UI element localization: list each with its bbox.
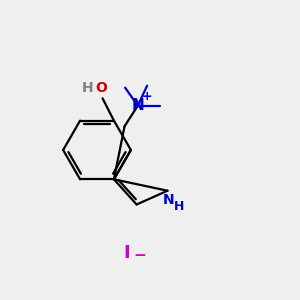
- Text: +: +: [142, 90, 152, 103]
- Text: H: H: [173, 200, 184, 212]
- Text: N: N: [131, 98, 144, 113]
- Text: O: O: [95, 81, 107, 95]
- Text: H: H: [81, 81, 93, 95]
- Text: N: N: [163, 193, 175, 207]
- Text: I: I: [123, 244, 130, 262]
- Text: −: −: [133, 248, 146, 263]
